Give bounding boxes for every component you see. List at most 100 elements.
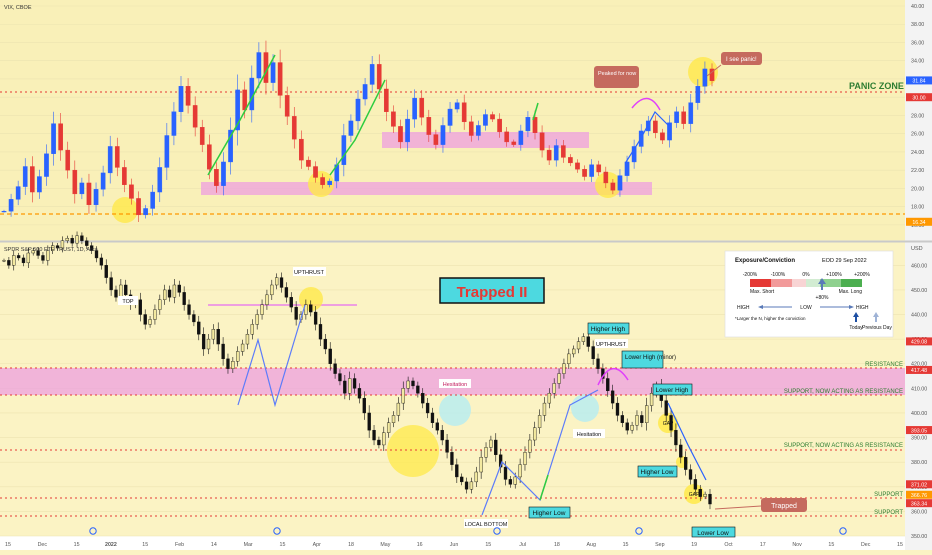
time-axis-label: 19 — [691, 542, 697, 548]
candle-body — [136, 198, 141, 216]
spy-candles — [2, 231, 712, 510]
candle-body — [518, 130, 524, 145]
candle-body — [58, 123, 63, 151]
candle-body — [75, 235, 79, 244]
label-lower-high: Lower High — [652, 383, 693, 396]
candle-body — [688, 102, 694, 124]
event-marker-5[interactable] — [839, 527, 847, 535]
time-axis-label: Jun — [450, 542, 459, 548]
candle-body — [100, 172, 106, 190]
candle-body — [46, 250, 50, 261]
candle-body — [327, 180, 333, 185]
candle-body — [171, 111, 177, 136]
candle-body — [167, 289, 172, 298]
candle-body — [562, 363, 566, 374]
candle-body — [504, 131, 510, 143]
event-marker-2[interactable] — [273, 527, 281, 535]
legend-marker-icon — [818, 278, 826, 290]
level-label-support-2: SUPPORT — [874, 510, 903, 516]
axis-tick-label: 16.00 — [911, 223, 924, 229]
candle-body — [532, 117, 538, 133]
candle-body — [382, 432, 386, 446]
candle-body — [460, 476, 464, 483]
axis-tick-label: 390.00 — [911, 436, 927, 442]
time-axis-label: 2022 — [105, 542, 117, 548]
candle-body — [362, 397, 366, 414]
candle-body — [523, 452, 527, 465]
level-label-sr1: SUPPORT, NOW ACTING AS RESISTANCE — [784, 389, 903, 395]
time-axis-label: 15 — [5, 542, 11, 548]
vix-low-circle — [112, 197, 138, 223]
time-axis-label: Dec — [38, 542, 48, 548]
candle-body — [615, 402, 620, 416]
panic-callout-line — [706, 64, 722, 77]
candle-body — [51, 123, 56, 154]
axis-tick-label: 400.00 — [911, 411, 927, 417]
event-marker-4[interactable] — [635, 527, 643, 535]
svg-text:Higher Low: Higher Low — [533, 510, 566, 517]
candle-body — [93, 189, 99, 206]
candle-body — [143, 208, 148, 216]
candle-body — [709, 68, 715, 81]
candle-body — [405, 118, 410, 143]
legend-note: *Larger the N, higher the conviction — [735, 316, 806, 321]
event-marker-1[interactable] — [89, 527, 97, 535]
candle-body — [617, 175, 623, 191]
label-upthrust-2: UPTHRUST — [595, 339, 628, 348]
price-tag — [906, 93, 932, 102]
peaked-callout: Peaked for now — [594, 66, 639, 88]
candle-body — [51, 245, 55, 251]
candle-body — [503, 466, 508, 480]
time-axis-label: Dec — [861, 542, 871, 548]
spy-green-arrow — [539, 474, 549, 501]
time-axis-label: Aug — [587, 542, 596, 548]
candle-body — [426, 117, 432, 135]
time-axis-label: Feb — [175, 542, 184, 548]
candle-body — [596, 164, 602, 173]
candle-body — [476, 125, 481, 136]
candle-body — [338, 373, 342, 382]
candle-body — [157, 167, 163, 193]
candle-body — [576, 341, 581, 350]
candle-body — [479, 457, 483, 473]
candle-body — [660, 132, 665, 141]
spy-circle-big — [387, 425, 439, 477]
time-axis-label: Mar — [244, 542, 253, 548]
axis-tick-label: 460.00 — [911, 263, 927, 269]
price-tag-label: 429.08 — [911, 340, 927, 346]
vix-zone-lower — [201, 182, 652, 195]
event-marker-3[interactable] — [493, 527, 501, 535]
legend-previous: Previous Day — [862, 325, 892, 331]
candle-body — [369, 64, 375, 85]
svg-text:Hesitation: Hesitation — [577, 432, 601, 438]
time-axis-label: 15 — [828, 542, 834, 548]
svg-text:Trapped: Trapped — [771, 503, 797, 510]
legend-bar-light-green — [806, 279, 820, 287]
legend-bar-mid-red — [771, 279, 792, 287]
legend-bar-light-red — [792, 279, 806, 287]
candle-body — [21, 257, 26, 264]
candle-body — [158, 299, 162, 310]
time-axis-label: 14 — [211, 542, 217, 548]
price-tag — [906, 480, 932, 489]
candle-body — [624, 161, 630, 176]
candle-body — [440, 429, 444, 441]
candle-body — [270, 62, 276, 83]
axis-tick-label: 36.00 — [911, 40, 924, 46]
candle-body — [484, 447, 488, 458]
candle-body — [12, 255, 16, 266]
title-text: Trapped II — [457, 284, 528, 301]
candle-body — [221, 343, 225, 360]
candle-body — [461, 102, 467, 123]
candle-body — [36, 250, 40, 256]
candle-body — [582, 169, 587, 177]
legend-arrow-right-head — [849, 305, 854, 309]
legend-today: Today — [849, 325, 863, 331]
candle-body — [674, 429, 678, 446]
vix-uptrend-2 — [329, 79, 386, 176]
candle-body — [372, 429, 376, 441]
candle-body — [323, 338, 328, 350]
legend-bar-mid-green — [820, 279, 841, 287]
